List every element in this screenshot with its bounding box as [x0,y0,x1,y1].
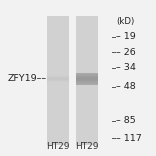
Bar [47,75,69,76]
Text: – 117: – 117 [116,134,142,143]
Bar [47,75,69,76]
Bar [76,74,98,75]
Text: – 34: – 34 [116,63,136,72]
Bar [76,79,98,80]
Bar [47,80,69,81]
Text: ZFY19––: ZFY19–– [8,74,47,83]
Bar [76,84,98,85]
Bar [47,79,69,80]
Bar [47,79,69,80]
Bar [47,76,69,77]
Bar [47,77,69,78]
Bar [47,77,69,78]
Bar [76,77,98,78]
Bar [47,78,69,79]
Bar [47,81,69,82]
Bar [76,16,98,145]
Bar [76,77,98,78]
Bar [76,82,98,83]
Bar [76,78,98,79]
Bar [47,76,69,77]
Bar [47,75,69,76]
Bar [47,81,69,82]
Bar [76,79,98,80]
Text: – 85: – 85 [116,116,136,125]
Bar [47,75,69,76]
Bar [76,74,98,75]
Text: (kD): (kD) [116,17,134,26]
Bar [47,79,69,80]
Bar [76,76,98,77]
Bar [76,83,98,84]
Bar [47,77,69,78]
Bar [47,78,69,79]
Bar [47,76,69,77]
Bar [76,75,98,76]
Text: HT29: HT29 [76,141,99,151]
Bar [76,80,98,81]
Bar [76,81,98,82]
Bar [47,80,69,81]
Bar [47,79,69,80]
Bar [76,73,98,74]
Bar [47,81,69,82]
Bar [76,84,98,85]
Bar [76,76,98,77]
Bar [47,76,69,77]
Bar [47,77,69,78]
Bar [47,76,69,77]
Bar [47,81,69,82]
Bar [47,78,69,79]
Bar [47,75,69,76]
Text: HT29: HT29 [46,141,69,151]
Bar [47,16,69,145]
Bar [76,82,98,83]
Text: – 48: – 48 [116,82,136,91]
Bar [47,78,69,79]
Bar [47,79,69,80]
Bar [47,77,69,78]
Bar [47,77,69,78]
Bar [47,79,69,80]
Text: – 26: – 26 [116,48,136,57]
Bar [47,76,69,77]
Bar [76,73,98,74]
Bar [47,80,69,81]
Bar [47,80,69,81]
Text: – 19: – 19 [116,32,136,41]
Bar [47,75,69,76]
Bar [76,78,98,79]
Bar [76,81,98,82]
